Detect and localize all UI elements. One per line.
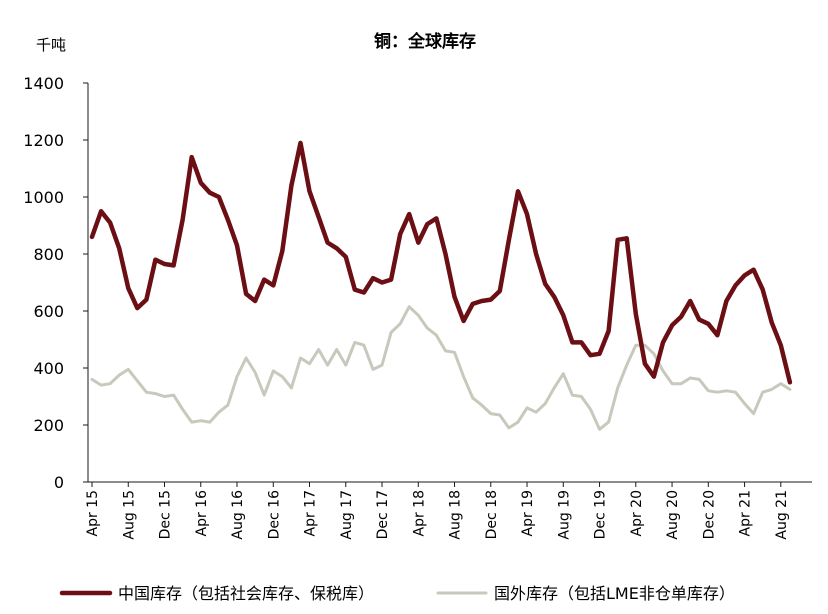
x-tick-label: Dec 15 bbox=[158, 490, 174, 539]
x-tick-label: Dec 17 bbox=[375, 490, 391, 539]
x-tick-label: Aug 15 bbox=[121, 490, 137, 540]
x-tick-label: Aug 20 bbox=[665, 490, 681, 540]
y-tick-label: 1200 bbox=[23, 131, 64, 150]
x-tick-label: Apr 16 bbox=[194, 490, 210, 537]
x-tick-label: Apr 18 bbox=[411, 490, 427, 536]
series-group bbox=[89, 140, 793, 431]
series-line-china bbox=[89, 140, 793, 385]
y-tick-label: 800 bbox=[33, 245, 64, 264]
x-ticks: Apr 15 Aug 15 Dec 15 Apr 16 Aug 16 Dec 16 Apr … bbox=[85, 482, 790, 540]
x-tick-label: Dec 18 bbox=[484, 490, 500, 539]
x-tick-label: Apr 20 bbox=[629, 490, 645, 536]
x-tick-label: Dec 19 bbox=[593, 490, 609, 539]
y-tick-label: 1000 bbox=[23, 188, 64, 207]
x-tick-label: Aug 16 bbox=[230, 490, 246, 540]
x-tick-label: Apr 15 bbox=[85, 490, 101, 536]
y-tick-label: 400 bbox=[33, 359, 64, 378]
y-tick-label: 600 bbox=[33, 302, 64, 321]
y-tick-label: 0 bbox=[54, 473, 64, 492]
x-tick-label: Aug 21 bbox=[774, 490, 790, 540]
x-tick-label: Dec 20 bbox=[701, 490, 717, 539]
x-tick-label: Apr 21 bbox=[738, 490, 754, 536]
chart-title: 铜：全球库存 bbox=[374, 31, 476, 52]
x-tick-label: Aug 18 bbox=[448, 490, 464, 540]
legend-label-overseas: 国外库存（包括LME非仓单库存） bbox=[494, 584, 735, 603]
legend: 中国库存（包括社会库存、保税库） 国外库存（包括LME非仓单库存） bbox=[59, 584, 735, 603]
x-tick-label: Aug 17 bbox=[339, 490, 355, 540]
x-tick-label: Apr 17 bbox=[303, 490, 319, 536]
y-axis-unit: 千吨 bbox=[36, 36, 66, 54]
series-line-overseas bbox=[90, 305, 792, 431]
y-tick-label: 200 bbox=[33, 416, 64, 435]
x-tick-label: Dec 16 bbox=[266, 490, 282, 539]
y-tick-label: 1400 bbox=[23, 74, 64, 93]
x-tick-label: Apr 19 bbox=[520, 490, 536, 536]
y-ticks: 0 200 400 600 800 1000 1200 1400 bbox=[23, 74, 88, 492]
legend-label-china: 中国库存（包括社会库存、保税库） bbox=[118, 584, 374, 603]
x-tick-label: Aug 19 bbox=[556, 490, 572, 540]
